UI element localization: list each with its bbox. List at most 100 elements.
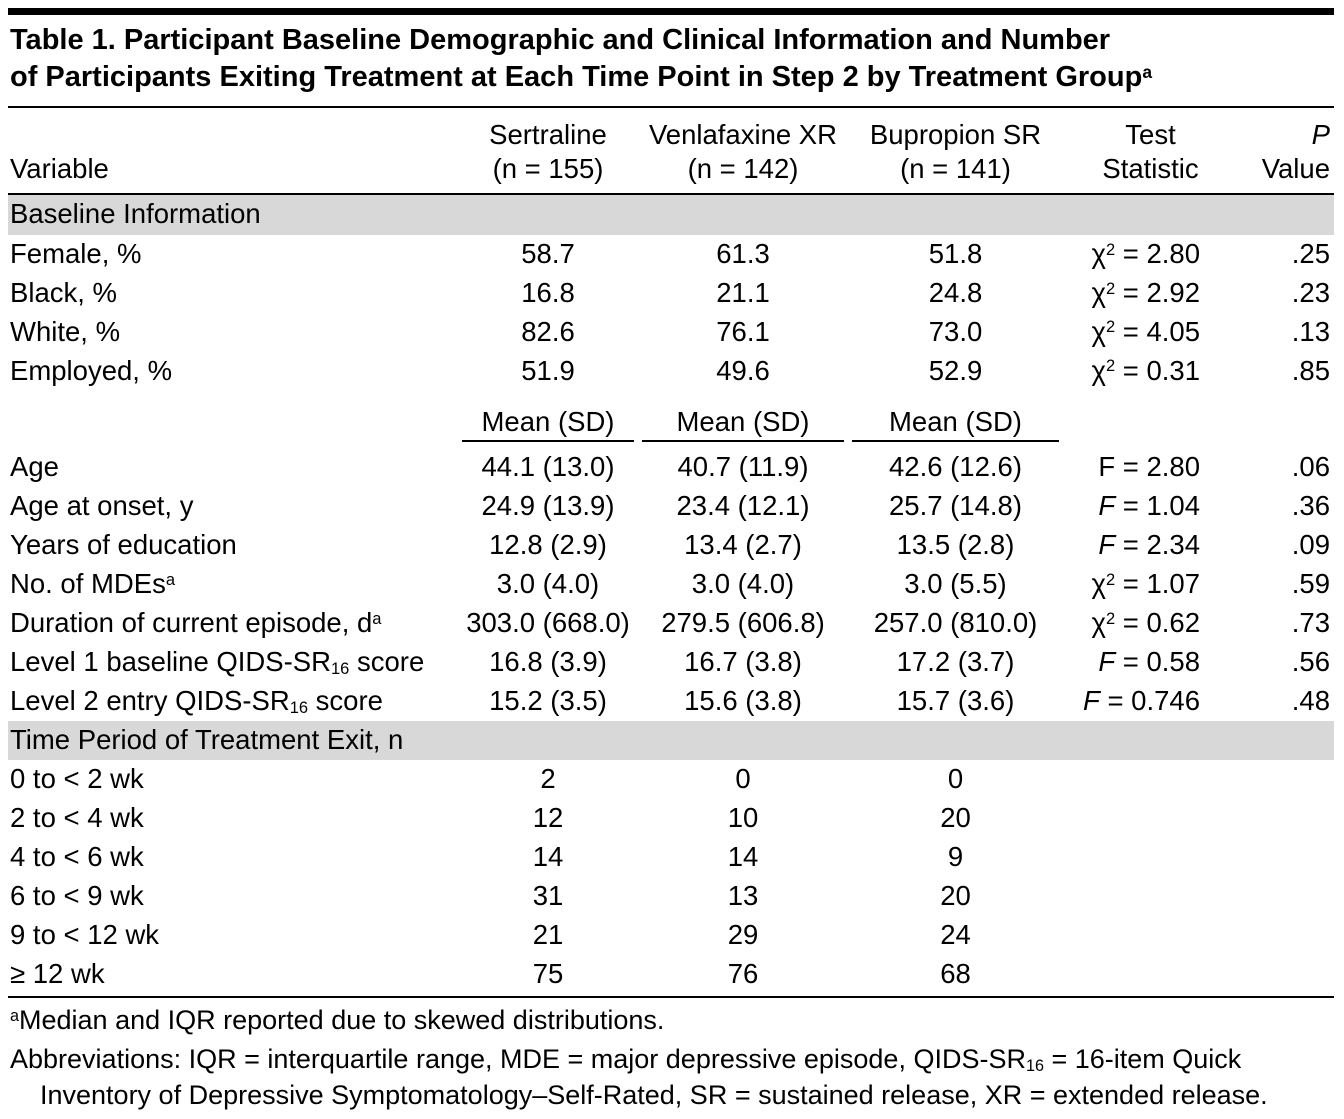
- value-cell: 75: [532, 957, 564, 989]
- column-header-bupropion: Bupropion SR (n = 141): [848, 107, 1063, 196]
- table-row: Age at onset, y 24.9 (13.9) 23.4 (12.1) 25.…: [8, 487, 1334, 526]
- value-cell: 16.8: [521, 276, 575, 308]
- stat-cell: [1063, 916, 1238, 955]
- stat-cell: F = 0.746: [1083, 684, 1200, 716]
- value-cell: 13.4 (2.7): [684, 529, 802, 561]
- table-row: 6 to < 9 wk 31 13 20: [8, 877, 1334, 916]
- section-heading: Time Period of Treatment Exit, n: [8, 720, 1334, 761]
- value-cell: 23.4 (12.1): [676, 490, 810, 522]
- p-value-cell: [1238, 916, 1334, 955]
- value-cell: 76: [727, 957, 759, 989]
- value-cell: 13.5 (2.8): [896, 529, 1015, 561]
- mean-sd-label: Mean (SD): [852, 406, 1059, 443]
- value-cell: 257.0 (810.0): [873, 606, 1038, 638]
- p-value-cell: .23: [1291, 276, 1330, 308]
- table-row: 0 to < 2 wk 2 0 0: [8, 760, 1334, 799]
- top-border-rule: [8, 8, 1334, 15]
- table-row: Level 2 entry QIDS-SR16 score 15.2 (3.5) 1…: [8, 682, 1334, 721]
- stat-cell: χ2 = 1.07: [1091, 568, 1201, 600]
- stat-cell: [1063, 838, 1238, 877]
- value-cell: 20: [940, 880, 971, 912]
- value-cell: 14: [727, 841, 759, 873]
- table-body: Baseline Information Female, % 58.7 61.3 51.…: [8, 194, 1334, 994]
- p-value-cell: .25: [1291, 237, 1330, 269]
- mean-sd-label: Mean (SD): [462, 406, 634, 443]
- table-row: Level 1 baseline QIDS-SR16 score 16.8 (3.…: [8, 643, 1334, 682]
- stat-cell: F = 1.04: [1098, 490, 1200, 522]
- header-n-venlafaxine: (n = 142): [687, 152, 799, 184]
- value-cell: 49.6: [716, 354, 770, 386]
- column-header-venlafaxine: Venlafaxine XR (n = 142): [638, 107, 848, 196]
- section-row: Time Period of Treatment Exit, n: [8, 720, 1334, 761]
- value-cell: 44.1 (13.0): [481, 451, 615, 483]
- value-cell: 42.6 (12.6): [888, 451, 1022, 483]
- value-cell: 303.0 (668.0): [466, 606, 630, 638]
- variable-label: 4 to < 6 wk: [10, 841, 144, 873]
- value-cell: 82.6: [521, 315, 575, 347]
- variable-label: Duration of current episode, da: [10, 606, 382, 638]
- value-cell: 0: [947, 763, 964, 795]
- p-value-cell: .73: [1291, 606, 1330, 638]
- stat-cell: F = 2.34: [1098, 529, 1200, 561]
- table-row: ≥ 12 wk 75 76 68: [8, 955, 1334, 994]
- subheader-spacer: [1063, 390, 1238, 448]
- variable-label: Black, %: [10, 276, 117, 308]
- value-cell: 73.0: [928, 315, 983, 347]
- table-row: 2 to < 4 wk 12 10 20: [8, 799, 1334, 838]
- table-row: Duration of current episode, da 303.0 (66…: [8, 604, 1334, 643]
- p-value-cell: .36: [1291, 490, 1330, 522]
- value-cell: 10: [727, 802, 759, 834]
- footnotes: aMedian and IQR reported due to skewed d…: [8, 995, 1334, 1119]
- section-heading: Baseline Information: [8, 194, 1334, 235]
- stat-cell: F = 2.80: [1098, 451, 1200, 483]
- stat-cell: χ2 = 0.31: [1091, 354, 1201, 386]
- column-header-sertraline: Sertraline (n = 155): [458, 107, 638, 196]
- table-title-line-2: of Participants Exiting Treatment at Eac…: [10, 61, 1152, 94]
- header-drug-name-venlafaxine: Venlafaxine XR: [648, 118, 838, 150]
- header-test-line-2: Statistic: [1102, 152, 1199, 184]
- p-value-cell: .59: [1291, 568, 1330, 600]
- table-title-line-1: Table 1. Participant Baseline Demographi…: [10, 24, 1111, 56]
- p-value-cell: [1238, 877, 1334, 916]
- baseline-table: Variable Sertraline (n = 155) Venlafaxin…: [8, 107, 1334, 994]
- p-value-cell: [1238, 955, 1334, 994]
- value-cell: 17.2 (3.7): [896, 645, 1015, 677]
- value-cell: 15.2 (3.5): [489, 684, 607, 716]
- column-header-p-value: P Value: [1238, 107, 1334, 196]
- p-value-cell: .06: [1291, 451, 1330, 483]
- variable-label: 6 to < 9 wk: [10, 880, 144, 912]
- value-cell: 15.7 (3.6): [896, 684, 1015, 716]
- variable-label: 9 to < 12 wk: [10, 919, 160, 951]
- section-row: Baseline Information: [8, 194, 1334, 235]
- value-cell: 20: [940, 802, 971, 834]
- mean-sd-row: Mean (SD) Mean (SD) Mean (SD): [8, 390, 1334, 448]
- stat-cell: [1063, 760, 1238, 799]
- variable-label: Age: [10, 451, 59, 483]
- variable-label: ≥ 12 wk: [10, 957, 105, 989]
- variable-label: 2 to < 4 wk: [10, 802, 144, 834]
- value-cell: 16.7 (3.8): [684, 645, 802, 677]
- variable-label: Employed, %: [10, 354, 173, 386]
- table-title: Table 1. Participant Baseline Demographi…: [8, 15, 1334, 108]
- value-cell: 24: [940, 919, 971, 951]
- stat-cell: F = 0.58: [1098, 645, 1200, 677]
- value-cell: 51.9: [521, 354, 575, 386]
- variable-label: Age at onset, y: [10, 490, 194, 522]
- value-cell: 21: [532, 919, 564, 951]
- mean-sd-cell: Mean (SD): [638, 390, 848, 448]
- subheader-spacer: [8, 390, 458, 448]
- value-cell: 40.7 (11.9): [677, 451, 809, 483]
- value-cell: 16.8 (3.9): [489, 645, 607, 677]
- value-cell: 12.8 (2.9): [489, 529, 607, 561]
- p-value-cell: [1238, 760, 1334, 799]
- footnote-median-iqr: aMedian and IQR reported due to skewed d…: [10, 1004, 665, 1035]
- p-value-cell: [1238, 799, 1334, 838]
- stat-cell: [1063, 877, 1238, 916]
- value-cell: 58.7: [521, 237, 575, 269]
- value-cell: 29: [727, 919, 759, 951]
- stat-cell: χ2 = 2.80: [1091, 237, 1201, 269]
- mean-sd-cell: Mean (SD): [458, 390, 638, 448]
- variable-label: Level 2 entry QIDS-SR16 score: [10, 684, 383, 718]
- table-row: No. of MDEsa 3.0 (4.0) 3.0 (4.0) 3.0 (5.5) χ…: [8, 565, 1334, 604]
- mean-sd-cell: Mean (SD): [848, 390, 1063, 448]
